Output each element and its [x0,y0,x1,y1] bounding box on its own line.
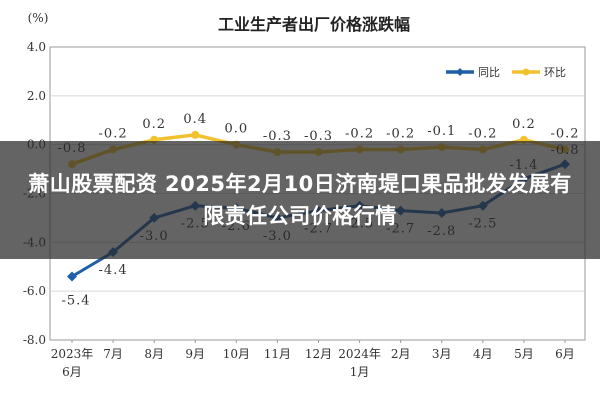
data-label-mom: -0.2 [345,127,374,142]
x-tick-label: 10月 [223,347,250,361]
data-label-mom: -0.3 [263,129,292,144]
x-tick-label: 3月 [432,347,452,361]
unit-label: (%) [28,11,49,25]
legend-marker-mom [522,68,530,76]
x-tick-label-line2: 1月 [350,365,370,379]
x-tick-label: 6月 [555,347,575,361]
y-tick-label: -6.0 [23,284,46,298]
point-mom [191,130,200,139]
data-label-mom: 0.4 [183,112,207,127]
x-tick-label: 12月 [305,347,332,361]
data-label-mom: -0.2 [386,127,415,142]
x-tick-label: 2023年 [51,347,94,361]
x-tick-label: 7月 [103,347,123,361]
y-tick-label: -8.0 [23,333,46,347]
x-tick-label-line2: 6月 [62,365,82,379]
x-tick-label: 2月 [391,347,411,361]
legend-label-mom: 环比 [544,66,566,79]
headline-banner: 萧山股票配资 2025年2月10日济南堤口果品批发发展有限责任公司价格行情 [0,141,600,259]
x-tick-label: 2024年 [338,347,381,361]
data-label-mom: 0.2 [142,117,166,132]
data-label-mom: 0.0 [224,122,248,137]
data-label-mom: -0.3 [304,129,333,144]
headline-text: 萧山股票配资 2025年2月10日济南堤口果品批发发展有限责任公司价格行情 [28,172,572,228]
y-tick-label: 2.0 [27,89,46,103]
data-label-mom: 0.2 [512,117,536,132]
data-label-yoy: -4.4 [99,263,128,278]
x-tick-label: 8月 [144,347,164,361]
chart-title: 工业生产者出厂价格涨跌幅 [218,15,410,34]
x-tick-label: 11月 [264,347,291,361]
x-tick-label: 4月 [473,347,493,361]
data-label-mom: -0.2 [99,127,128,142]
x-tick-label: 9月 [185,347,205,361]
x-tick-label: 5月 [514,347,534,361]
data-label-yoy: -5.4 [61,294,90,309]
point-yoy [67,271,77,282]
legend-marker-yoy [456,68,464,76]
y-tick-label: 4.0 [27,40,46,54]
data-label-mom: -0.2 [550,127,579,142]
data-label-mom: -0.2 [468,127,497,142]
data-label-mom: -0.1 [427,124,456,139]
legend-label-yoy: 同比 [478,66,500,79]
